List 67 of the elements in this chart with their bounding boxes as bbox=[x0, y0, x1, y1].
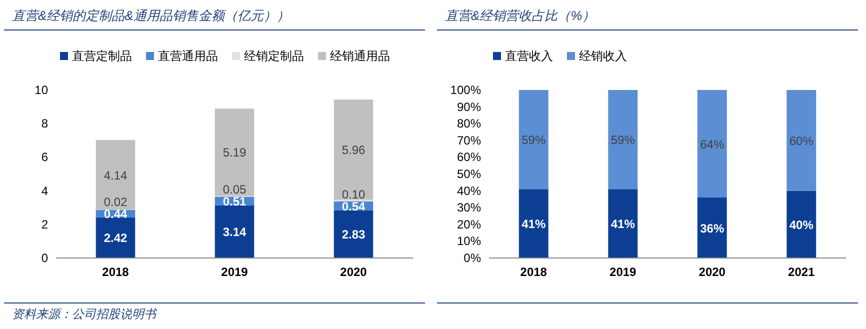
bar bbox=[334, 210, 374, 258]
bar bbox=[608, 189, 638, 258]
y-tick-label: 0% bbox=[464, 251, 482, 265]
bar bbox=[96, 140, 136, 210]
data-label: 2.42 bbox=[104, 231, 128, 246]
data-label: 41% bbox=[610, 217, 636, 232]
data-label: 3.14 bbox=[222, 225, 246, 240]
x-tick-label: 2020 bbox=[698, 265, 726, 279]
x-tick-label: 2021 bbox=[788, 265, 816, 279]
y-tick-label: 60% bbox=[456, 150, 482, 164]
y-tick-label: 10 bbox=[34, 83, 48, 97]
data-label: 41% bbox=[522, 217, 546, 232]
data-label: 4.14 bbox=[104, 168, 128, 182]
x-tick-label: 2018 bbox=[102, 265, 130, 279]
data-label: 5.19 bbox=[222, 146, 246, 160]
y-tick-label: 6 bbox=[41, 150, 48, 164]
legend-label: 直营通用品 bbox=[158, 49, 218, 63]
text: 资料来源：公司招股说明书 bbox=[12, 307, 158, 321]
data-label: 0.05 bbox=[222, 182, 246, 196]
chart-title: 直营&经销的定制品&通用品销售金额（亿元）） bbox=[12, 8, 290, 23]
data-label: 0.10 bbox=[342, 187, 366, 202]
data-label: 40% bbox=[789, 218, 814, 232]
data-label: 0.51 bbox=[222, 194, 246, 208]
legend-label: 直营收入 bbox=[505, 49, 553, 63]
data-label: 5.96 bbox=[342, 143, 366, 158]
y-tick-label: 90% bbox=[456, 100, 482, 114]
bar bbox=[518, 90, 548, 190]
bar bbox=[697, 90, 727, 198]
bar bbox=[334, 100, 374, 200]
y-tick-label: 4 bbox=[41, 184, 48, 198]
bar bbox=[697, 198, 727, 258]
bar bbox=[96, 217, 136, 258]
bar bbox=[518, 189, 548, 258]
y-tick-label: 10% bbox=[456, 234, 482, 248]
y-tick-label: 40% bbox=[456, 184, 482, 198]
bar bbox=[786, 90, 816, 191]
x-tick-label: 2019 bbox=[610, 265, 637, 279]
legend-label: 经销收入 bbox=[579, 49, 627, 63]
bar bbox=[786, 190, 816, 258]
bar bbox=[608, 90, 638, 190]
data-label: 36% bbox=[700, 221, 724, 236]
y-tick-label: 80% bbox=[456, 116, 482, 131]
data-label: 64% bbox=[700, 137, 724, 152]
y-tick-label: 8 bbox=[41, 116, 48, 131]
data-label: 59% bbox=[610, 133, 636, 148]
y-tick-label: 70% bbox=[456, 133, 482, 148]
bar bbox=[214, 108, 254, 196]
legend-label: 经销通用品 bbox=[330, 49, 390, 63]
y-tick-label: 100% bbox=[450, 83, 482, 97]
y-tick-label: 30% bbox=[456, 200, 482, 215]
y-tick-label: 50% bbox=[456, 167, 482, 181]
y-tick-label: 2 bbox=[41, 217, 48, 232]
data-label: 60% bbox=[789, 134, 814, 148]
data-label: 59% bbox=[522, 133, 546, 148]
data-label: 0.54 bbox=[342, 199, 366, 214]
y-tick-label: 0 bbox=[41, 251, 48, 265]
y-tick-label: 20% bbox=[456, 217, 482, 232]
bar bbox=[214, 205, 254, 258]
chart-title: 直营&经销营收占比（%） bbox=[445, 8, 596, 23]
data-label: 2.83 bbox=[342, 228, 366, 242]
data-label: 0.02 bbox=[104, 195, 128, 210]
x-tick-label: 2018 bbox=[520, 265, 548, 279]
data-label: 0.44 bbox=[104, 207, 128, 222]
x-tick-label: 2019 bbox=[221, 265, 248, 279]
x-tick-label: 2020 bbox=[340, 265, 368, 279]
legend-label: 直营定制品 bbox=[72, 49, 132, 63]
legend-label: 经销定制品 bbox=[244, 49, 304, 63]
